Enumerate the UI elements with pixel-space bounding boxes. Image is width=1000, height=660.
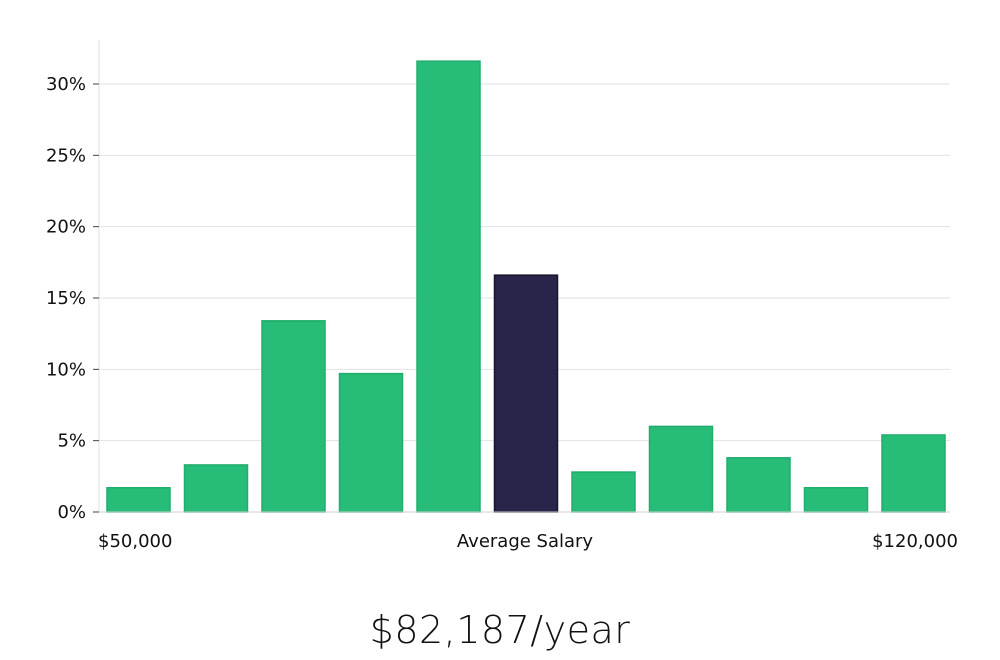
y-tick-label: 20%: [46, 217, 86, 238]
y-tick-label: 5%: [57, 431, 86, 452]
x-label-min: $50,000: [98, 531, 172, 552]
bar: [183, 464, 249, 513]
bars: [106, 60, 946, 513]
y-tick-label: 30%: [46, 74, 86, 95]
average-salary-value: $82,187/year: [369, 608, 631, 652]
y-tick-label: 25%: [46, 145, 86, 166]
x-labels: $50,000 Average Salary $120,000: [98, 531, 958, 552]
x-label-average-salary: Average Salary: [457, 531, 594, 552]
bar: [726, 457, 791, 513]
axes: [98, 40, 950, 513]
x-label-max: $120,000: [872, 531, 958, 552]
bar: [648, 425, 714, 513]
bar: [803, 486, 869, 513]
bar: [338, 372, 404, 513]
y-tick-label: 10%: [46, 359, 86, 380]
bar-average-salary: [493, 274, 559, 513]
bar: [881, 434, 946, 513]
y-tick-labels: 0% 5% 10% 15% 20% 25% 30%: [46, 74, 99, 523]
y-tick-label: 15%: [46, 288, 86, 309]
bar: [261, 320, 326, 513]
bar: [416, 60, 481, 513]
chart-svg: 0% 5% 10% 15% 20% 25% 30% $50,000 Average Sala…: [46, 40, 958, 552]
bar: [106, 486, 171, 513]
y-tick-label: 0%: [57, 502, 86, 523]
bar: [571, 471, 636, 513]
